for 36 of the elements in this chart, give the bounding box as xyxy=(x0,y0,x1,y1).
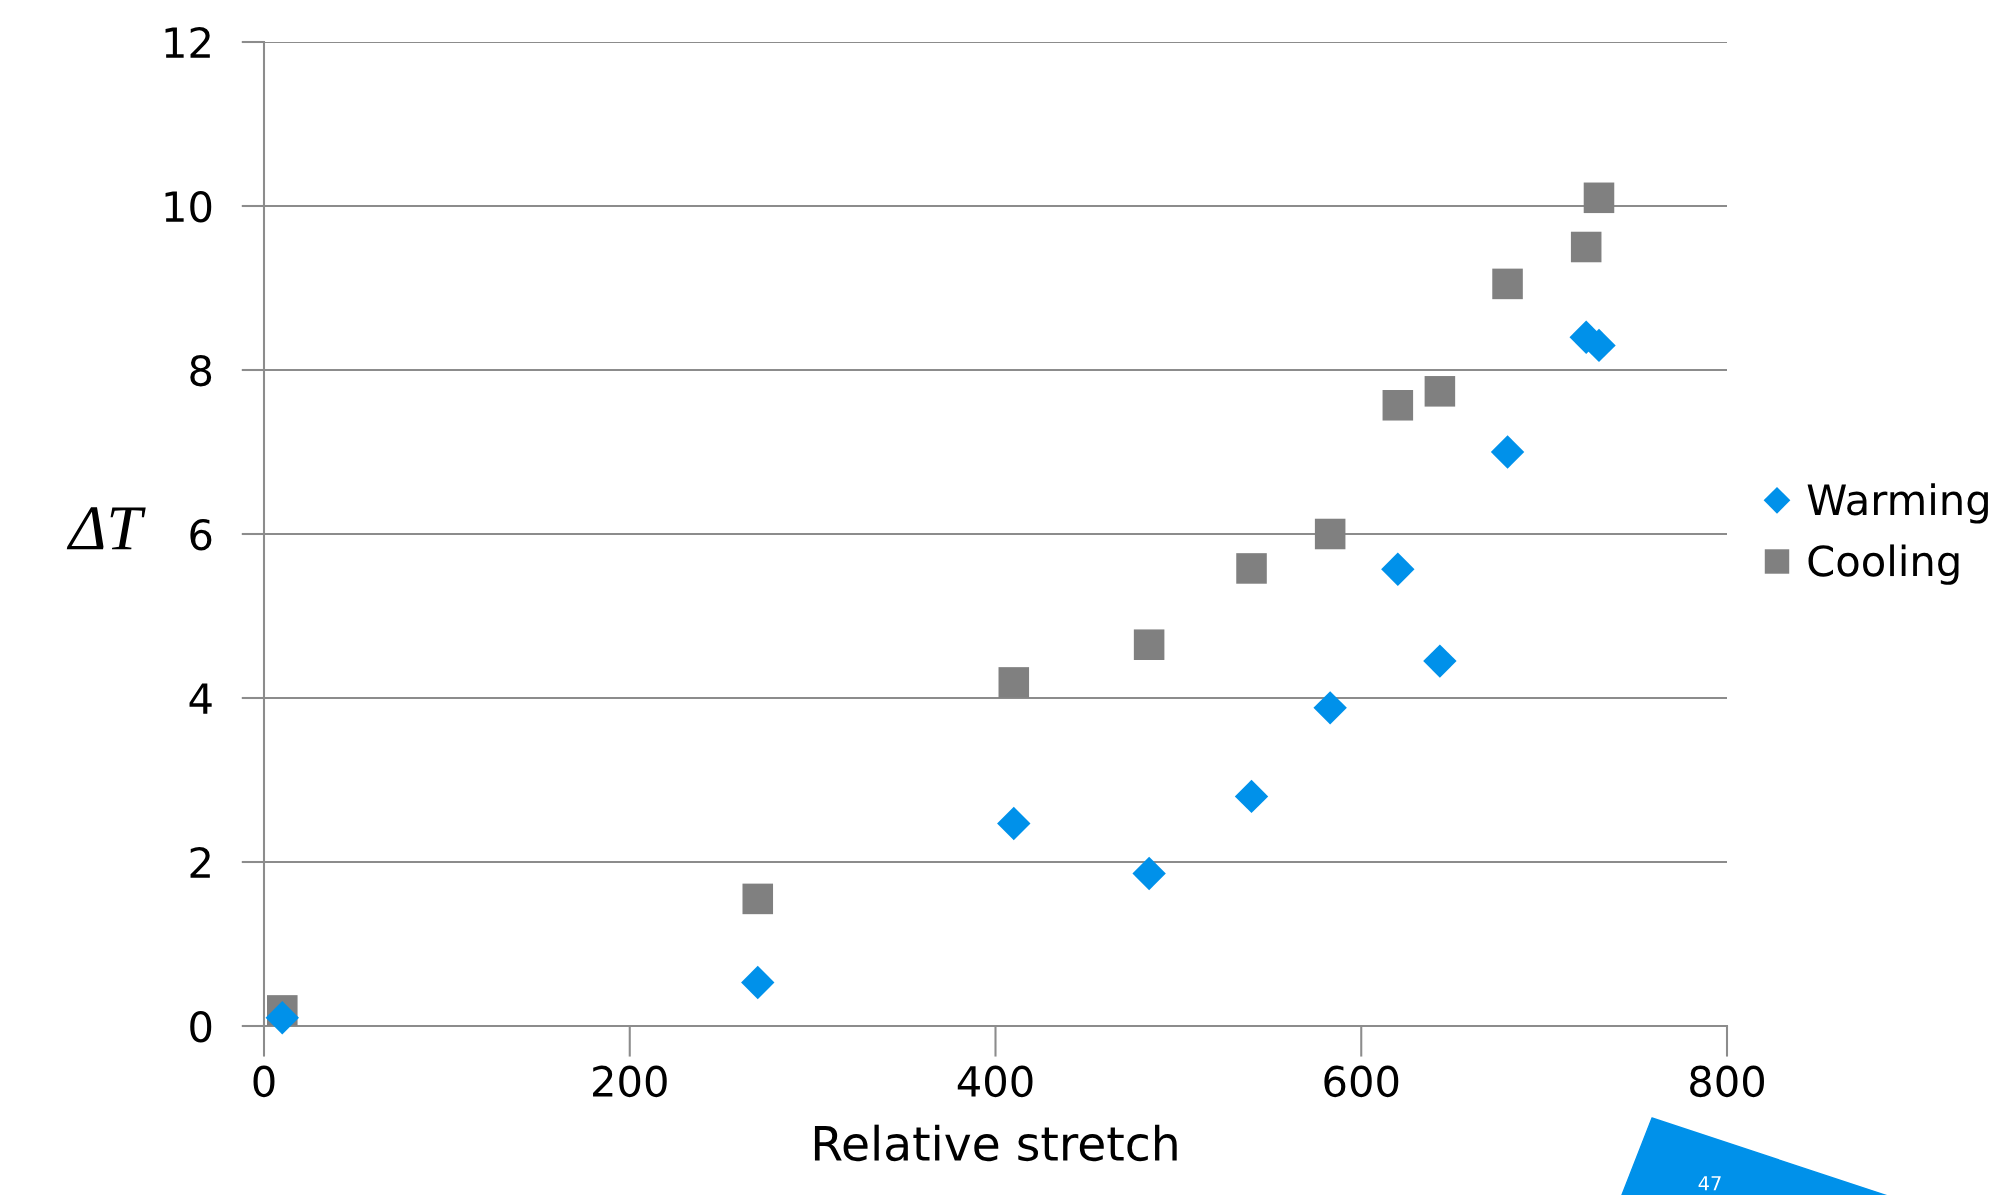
x-tick-label: 800 xyxy=(1690,1065,1764,1098)
point xyxy=(1381,552,1415,586)
point xyxy=(1314,518,1346,550)
point xyxy=(1583,182,1615,214)
point xyxy=(1313,691,1347,725)
x-axis-title: Relative stretch xyxy=(814,1124,1177,1162)
y-tick-label: 6 xyxy=(190,518,212,551)
point xyxy=(1132,856,1166,891)
point xyxy=(265,1001,299,1035)
y-axis-title: ΔT xyxy=(66,507,146,550)
x-tick-label: 200 xyxy=(593,1065,667,1098)
point xyxy=(1133,629,1165,660)
y-tick-label: 0 xyxy=(190,1010,212,1043)
y-tick-label: 4 xyxy=(189,683,212,714)
point xyxy=(1423,644,1457,678)
point xyxy=(1490,435,1525,469)
point xyxy=(1424,376,1456,407)
point xyxy=(741,965,775,1000)
point xyxy=(998,667,1030,698)
text: 47 xyxy=(1698,1176,1721,1191)
point xyxy=(1570,231,1602,263)
point xyxy=(1234,779,1269,814)
x-tick-label: 600 xyxy=(1324,1065,1399,1098)
x-tick-label: 400 xyxy=(957,1065,1033,1098)
y-tick-label: 8 xyxy=(190,354,212,387)
point xyxy=(742,883,774,915)
x-tick-label: 0 xyxy=(253,1065,275,1098)
legend-label: Warming xyxy=(1807,483,1988,524)
legend-label: Cooling xyxy=(1808,544,1959,585)
y-tick-label: 10 xyxy=(165,190,212,223)
point xyxy=(1236,553,1267,584)
point xyxy=(997,806,1031,841)
y-tick-label: 2 xyxy=(190,846,210,878)
point xyxy=(1382,389,1414,421)
y-tick-label: 12 xyxy=(165,26,210,58)
point xyxy=(1492,268,1523,300)
